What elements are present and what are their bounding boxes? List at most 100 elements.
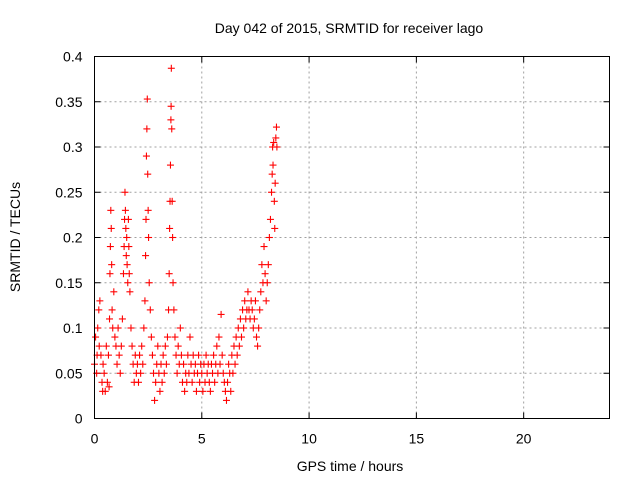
data-point [141,297,149,305]
data-point [106,270,114,278]
data-point [270,138,278,146]
data-point [173,369,181,377]
data-point [263,279,271,287]
data-point [159,351,167,359]
data-point [268,188,276,196]
data-point [269,161,277,169]
data-point [148,351,156,359]
data-point [125,243,133,251]
data-point [167,102,175,110]
data-point [186,333,194,341]
x-tick-label: 5 [198,431,206,447]
data-point [168,125,176,133]
data-point [199,387,207,395]
data-point [118,315,126,323]
data-point [139,360,147,368]
data-point [137,369,145,377]
data-point [218,351,226,359]
data-point [144,206,152,214]
data-point [248,306,256,314]
data-point [107,206,115,214]
y-tick-label: 0.05 [55,365,82,381]
data-point [147,333,155,341]
data-point [123,234,131,241]
x-tick-label: 0 [91,431,99,447]
data-point [169,234,177,241]
data-point [258,261,266,269]
data-point [143,125,151,133]
data-point [95,342,103,350]
data-point [171,333,179,341]
data-point [143,95,151,103]
data-point [144,170,152,178]
plot-frame [94,56,610,419]
data-point [181,387,189,395]
data-point [145,234,153,241]
data-point [250,315,258,323]
data-point [206,387,214,395]
data-point [177,351,185,359]
y-tick-label: 0.25 [55,184,82,200]
data-point [117,342,125,350]
data-point [152,378,160,386]
data-point [211,378,219,386]
y-tick-label: 0.15 [55,275,82,291]
data-point [111,333,119,341]
data-point [108,306,116,314]
data-point [124,215,132,223]
data-point [166,224,174,232]
data-point [170,306,178,314]
y-tick-label: 0 [75,411,83,427]
data-point [166,161,174,169]
data-point [195,351,203,359]
y-tick-label: 0.2 [63,230,83,246]
data-point [142,152,150,160]
data-point [231,360,239,368]
data-point [107,224,115,232]
data-point [168,197,176,205]
data-point [266,215,274,223]
data-point [224,378,232,386]
data-point [256,306,264,314]
data-point [142,252,150,260]
data-point [237,333,245,341]
data-point [235,342,243,350]
data-point [273,143,281,151]
data-point [241,297,249,305]
data-point [271,224,279,232]
data-point [121,188,129,196]
data-point [188,378,196,386]
data-point [106,243,114,251]
data-point [262,297,270,305]
data-point [253,333,261,341]
data-point [124,279,132,287]
data-point [180,360,188,368]
data-point [92,333,100,341]
data-point [108,261,116,269]
y-tick-label: 0.3 [63,139,83,155]
data-point [136,351,144,359]
y-axis-label: SRMTID / TECUs [7,182,23,292]
data-point [110,288,118,296]
data-point [210,351,218,359]
data-point [163,333,171,341]
data-point [158,378,166,386]
y-tick-label: 0.1 [63,320,83,336]
x-tick-label: 20 [516,431,532,447]
data-point [192,387,200,395]
data-point [115,351,123,359]
data-point [96,297,104,305]
data-point [140,324,148,332]
data-point [254,342,262,350]
data-point [233,351,241,359]
data-point [126,288,134,296]
data-point [268,170,276,178]
data-point [151,396,159,404]
data-point [229,369,237,377]
data-point [122,252,130,260]
data-point [167,64,175,72]
data-point [272,134,280,142]
tick-labels: 0 5 10 15 20 0 0.05 0.1 0.15 0.2 0.25 0.3 0.35 0.4 [55,49,531,447]
data-point [104,351,112,359]
data-point [145,279,153,287]
